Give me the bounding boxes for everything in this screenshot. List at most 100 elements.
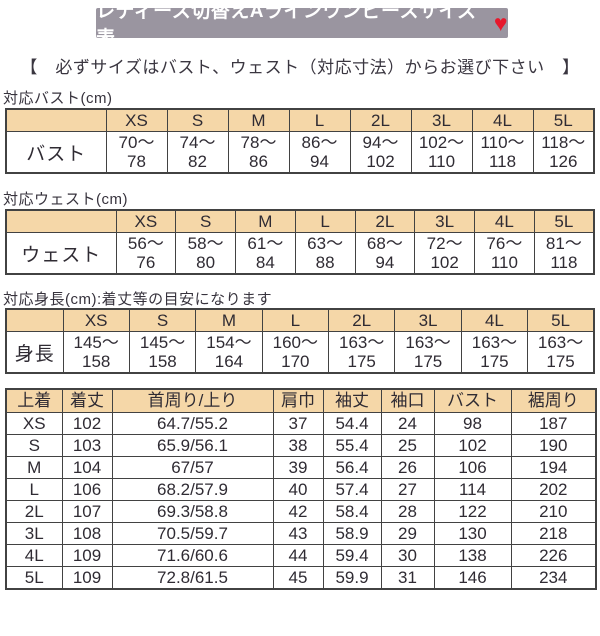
measure-cell: 42 — [272, 500, 324, 523]
range-min: 145～ — [139, 333, 186, 352]
range-min: 58～ — [187, 234, 224, 253]
height-table: XS S M L 2L 3L 4L 5L 身長 145～ 158 145～ 158 … — [5, 308, 595, 374]
measure-cell: 58.4 — [322, 500, 382, 523]
measure-cell: 190 — [510, 434, 597, 457]
measure-cell: 44 — [272, 544, 324, 567]
range-min: 56～ — [127, 234, 164, 253]
measure-cell: 65.9/56.1 — [111, 434, 274, 457]
measure-cell: 187 — [510, 412, 597, 435]
range-max: 175 — [347, 352, 376, 371]
measure-cell: 31 — [380, 566, 435, 590]
measure-cell: 58.9 — [322, 522, 382, 545]
range-cell: 76～ 110 — [474, 232, 535, 275]
range-min: 163～ — [471, 333, 518, 352]
range-max: 175 — [480, 352, 509, 371]
garment-row-m: M 104 67/57 39 56.4 26 106 194 — [5, 456, 597, 479]
measure-cell: 108 — [61, 522, 113, 545]
bust-table: XS S M L 2L 3L 4L 5L バスト 70～ 78 74～ 82 78～… — [5, 108, 595, 174]
range-cell: 74～ 82 — [166, 131, 229, 174]
row-label: 身長 — [5, 331, 64, 374]
range-min: 145～ — [73, 333, 119, 352]
measure-cell: 38 — [272, 434, 324, 457]
waist-table-header-row: XS S M L 2L 3L 4L 5L — [5, 209, 595, 233]
measure-cell: 43 — [272, 522, 324, 545]
row-label: ウェスト — [5, 232, 117, 275]
garment-col-header: バスト — [433, 388, 512, 413]
measure-cell: 27 — [380, 478, 435, 501]
garment-col-header: 首周り/上り — [111, 388, 274, 413]
range-cell: 118～ 126 — [532, 131, 595, 174]
size-col-header: 4L — [474, 209, 535, 233]
size-col-header: 5L — [533, 209, 595, 233]
size-col-header: 2L — [354, 209, 416, 233]
measure-cell: 138 — [433, 544, 512, 567]
measure-cell: 71.6/60.6 — [111, 544, 274, 567]
measure-cell: 70.5/59.7 — [111, 522, 274, 545]
size-col-header: L — [294, 209, 356, 233]
range-max: 76 — [136, 253, 156, 272]
range-min: 86～ — [301, 133, 338, 152]
range-cell: 160～ 170 — [261, 331, 330, 374]
range-max: 118 — [550, 253, 578, 272]
waist-table: XS S M L 2L 3L 4L 5L ウェスト 56～ 76 58～ 80 61… — [5, 209, 595, 275]
height-values-row: 身長 145～ 158 145～ 158 154～ 164 160～ 170 163～ 1… — [5, 331, 595, 374]
garment-col-header: 裾周り — [510, 388, 597, 413]
measure-cell: 72.8/61.5 — [111, 566, 274, 590]
garment-row-5l: 5L 109 72.8/61.5 45 59.9 31 146 234 — [5, 566, 597, 590]
measure-cell: 202 — [510, 478, 597, 501]
measure-cell: 103 — [61, 434, 113, 457]
range-max: 110 — [427, 152, 456, 171]
size-label-cell: 4L — [5, 544, 63, 567]
range-min: 72～ — [426, 234, 463, 253]
page-title: レディース切替えAラインワンピースサイズ表 — [96, 1, 477, 49]
row-label: バスト — [5, 131, 107, 174]
range-max: 158 — [82, 352, 111, 371]
heart-icon: ♥ — [493, 9, 508, 36]
size-col-header: 3L — [410, 108, 473, 132]
range-cell: 63～ 88 — [294, 232, 356, 275]
measure-cell: 104 — [61, 456, 113, 479]
measure-cell: 114 — [433, 478, 512, 501]
size-col-header: XS — [115, 209, 177, 233]
garment-col-header: 袖口 — [380, 388, 435, 413]
measure-cell: 24 — [380, 412, 435, 435]
range-cell: 154～ 164 — [195, 331, 263, 374]
range-min: 81～ — [545, 234, 582, 253]
size-label-cell: XS — [5, 412, 63, 435]
range-cell: 163～ 175 — [394, 331, 462, 374]
range-cell: 102～ 110 — [410, 131, 473, 174]
measure-cell: 102 — [61, 412, 113, 435]
range-max: 175 — [546, 352, 575, 371]
corner-cell — [5, 308, 64, 332]
range-cell: 145～ 158 — [62, 331, 130, 374]
measure-cell: 26 — [380, 456, 435, 479]
range-min: 160～ — [272, 333, 318, 352]
measure-cell: 107 — [61, 500, 113, 523]
range-min: 78～ — [240, 133, 277, 152]
size-label-cell: 2L — [5, 500, 63, 523]
measure-cell: 130 — [433, 522, 512, 545]
size-col-header: M — [195, 308, 263, 332]
corner-cell — [5, 209, 117, 233]
measure-cell: 122 — [433, 500, 512, 523]
range-min: 154～ — [206, 333, 252, 352]
range-max: 84 — [255, 253, 275, 272]
bust-section-heading: 対応バスト(cm) — [3, 90, 113, 107]
range-cell: 72～ 102 — [414, 232, 475, 275]
range-max: 88 — [315, 253, 335, 272]
range-max: 86 — [249, 152, 268, 171]
garment-row-4l: 4L 109 71.6/60.6 44 59.4 30 138 226 — [5, 544, 597, 567]
measure-cell: 226 — [510, 544, 597, 567]
range-min: 163～ — [339, 333, 385, 352]
measure-cell: 98 — [433, 412, 512, 435]
measure-cell: 109 — [61, 544, 113, 567]
size-col-header: S — [166, 108, 229, 132]
range-min: 118～ — [541, 133, 586, 152]
range-cell: 94～ 102 — [349, 131, 412, 174]
measure-cell: 146 — [433, 566, 512, 590]
measure-cell: 57.4 — [322, 478, 382, 501]
size-col-header: L — [261, 308, 330, 332]
range-max: 170 — [281, 352, 310, 371]
range-min: 110～ — [480, 133, 525, 152]
measure-cell: 59.9 — [322, 566, 382, 590]
